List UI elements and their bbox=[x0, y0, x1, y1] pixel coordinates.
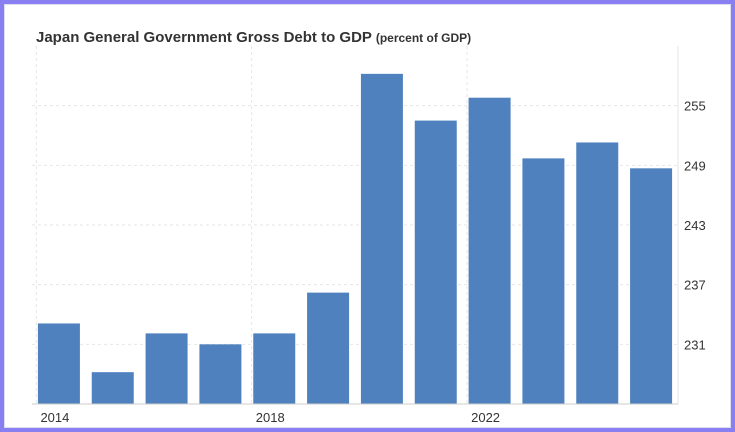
y-tick-label: 243 bbox=[684, 218, 706, 233]
bar-2022 bbox=[468, 97, 511, 404]
bar-2023 bbox=[522, 158, 565, 404]
bar-2016 bbox=[145, 333, 188, 404]
x-tick-label: 2018 bbox=[256, 410, 285, 425]
bar-2020 bbox=[360, 73, 403, 404]
x-tick-label: 2022 bbox=[471, 410, 500, 425]
x-tick-label: 2014 bbox=[40, 410, 69, 425]
chart-title: Japan General Government Gross Debt to G… bbox=[36, 29, 471, 46]
bar-2015 bbox=[91, 372, 134, 404]
bar-2017 bbox=[199, 344, 242, 404]
bar-2021 bbox=[414, 120, 457, 404]
chart-title-text: Japan General Government Gross Debt to G… bbox=[36, 29, 372, 46]
y-tick-label: 249 bbox=[684, 158, 706, 173]
chart-subtitle: (percent of GDP) bbox=[375, 31, 472, 45]
bar-2014 bbox=[37, 323, 80, 404]
bar-2024 bbox=[576, 142, 619, 404]
bar-2025 bbox=[630, 168, 673, 404]
y-tick-label: 231 bbox=[684, 337, 706, 352]
bar-2018 bbox=[253, 333, 296, 404]
bar-2019 bbox=[307, 292, 350, 404]
y-tick-label: 255 bbox=[684, 99, 706, 114]
y-tick-label: 237 bbox=[684, 278, 706, 293]
